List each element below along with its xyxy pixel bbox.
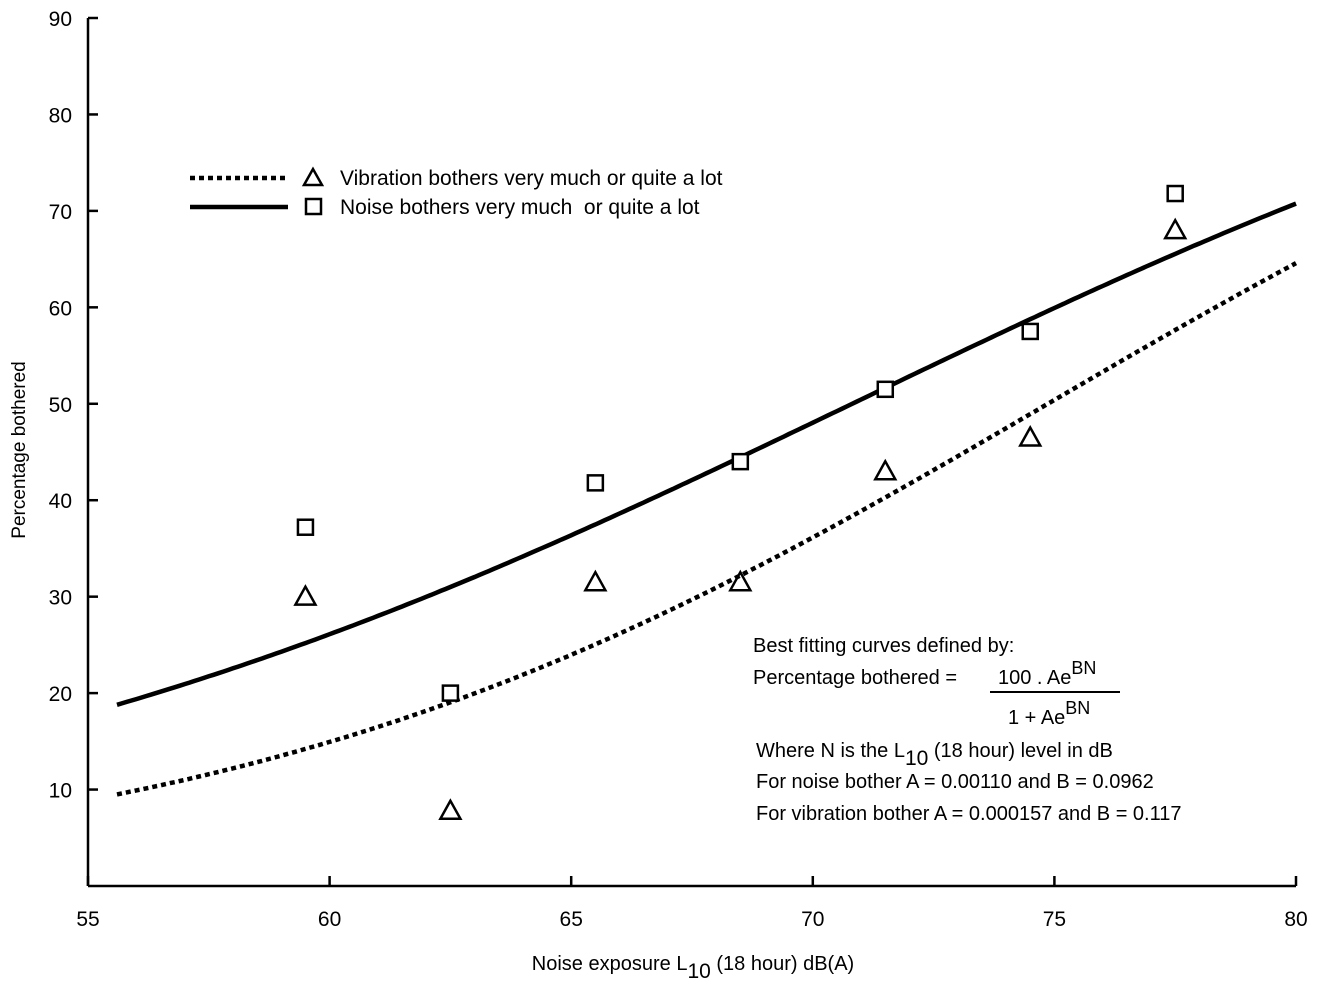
x-tick-label: 55: [76, 908, 99, 931]
x-axis-title-subscript: 10: [687, 960, 711, 983]
y-tick-label: 60: [49, 297, 72, 320]
data-points: [293, 184, 1188, 821]
x-axis-title-suffix: (18 hour) dB(A): [710, 953, 855, 975]
annotation-denominator: 1 + AeBN: [1008, 699, 1090, 729]
legend-label-noise: Noise bothers very much or quite a lot: [340, 196, 700, 219]
x-axis-title: Noise exposure L10 (18 hour) dB(A): [531, 952, 855, 983]
vibration-point: [293, 584, 318, 606]
annotation-noise-params: For noise bother A = 0.00110 and B = 0.0…: [756, 771, 1154, 793]
y-tick-label: 90: [49, 8, 72, 31]
legend-triangle-marker: [301, 166, 325, 187]
annotation-numerator-text: 100 . Ae: [998, 667, 1072, 689]
fraction-bar: [990, 691, 1120, 693]
annotation-where-suffix: (18 hour) level in dB: [928, 740, 1113, 762]
vibration-point: [1018, 424, 1043, 447]
noise-point: [586, 474, 605, 492]
vibration-point: [583, 569, 608, 592]
annotation-denominator-text: 1 + Ae: [1008, 707, 1066, 729]
ticks: 55 60 65 70 75 80 10 20 30 40 50 60 70 80 90: [49, 8, 1308, 931]
vibration-fit-curve: [116, 261, 1298, 797]
y-tick-label: 50: [49, 394, 72, 417]
annotation-numerator: 100 . AeBN: [998, 659, 1096, 689]
noise-point: [296, 518, 315, 536]
noise-point: [731, 452, 750, 471]
y-tick-label: 10: [49, 780, 72, 803]
vibration-point: [873, 458, 898, 481]
axes: [86, 18, 1296, 888]
vibration-point: [1163, 217, 1188, 240]
y-tick-label: 80: [49, 104, 72, 127]
noise-point: [1021, 322, 1039, 341]
noise-point: [441, 684, 460, 702]
legend: Vibration bothers very much or quite a l…: [190, 166, 723, 219]
noise-fit-curve: [116, 201, 1297, 707]
noise-point: [876, 380, 895, 399]
annotation-where: Where N is the L10 (18 hour) level in dB: [756, 740, 1113, 769]
x-tick-label: 65: [560, 908, 583, 931]
annotation-where-prefix: Where N is the L: [756, 740, 905, 762]
annotation-numerator-sup: BN: [1071, 658, 1097, 678]
x-tick-label: 75: [1043, 908, 1066, 931]
y-tick-label: 40: [49, 490, 72, 513]
annotation-denominator-sup: BN: [1065, 698, 1091, 718]
y-axis-title: Percentage bothered: [9, 361, 30, 539]
y-tick-label: 20: [49, 683, 72, 706]
x-tick-label: 60: [318, 908, 341, 931]
x-axis-title-prefix: Noise exposure L: [531, 953, 688, 975]
vibration-point: [728, 569, 753, 592]
x-tick-label: 70: [801, 908, 824, 931]
annotation-formula-prefix: Percentage bothered =: [753, 667, 963, 689]
y-tick-label: 30: [49, 587, 72, 610]
fit-curves: [116, 201, 1298, 797]
y-tick-label: 70: [49, 201, 72, 224]
vibration-point: [438, 798, 463, 821]
x-tick-label: 80: [1284, 908, 1307, 931]
legend-label-vibration: Vibration bothers very much or quite a l…: [340, 167, 723, 190]
annotation-heading: Best fitting curves defined by:: [753, 635, 1015, 657]
legend-square-marker: [304, 197, 323, 216]
noise-point: [1166, 184, 1184, 203]
annotation-where-sub: 10: [904, 747, 929, 770]
annotation-vibration-params: For vibration bother A = 0.000157 and B …: [756, 803, 1182, 825]
